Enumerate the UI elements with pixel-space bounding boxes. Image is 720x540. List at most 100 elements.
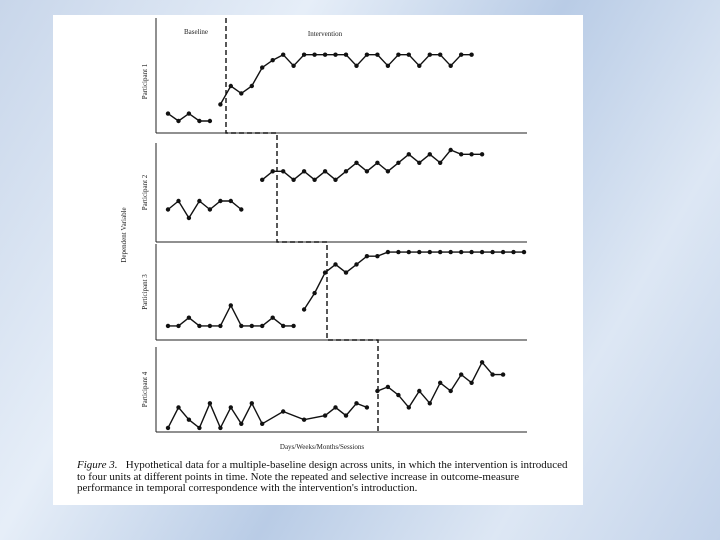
baseline-point-p1-3 — [186, 111, 192, 116]
baseline-point-p2-8 — [239, 207, 244, 212]
intervention-point-p3-9 — [385, 249, 391, 255]
intervention-point-p1-23 — [448, 63, 453, 68]
intervention-point-p2-2 — [270, 169, 275, 174]
intervention-point-p1-14 — [354, 63, 359, 68]
intervention-point-p1-6 — [270, 58, 275, 63]
baseline-point-p4-10 — [260, 421, 265, 426]
figure-panel — [53, 15, 583, 505]
intervention-point-p1-5 — [260, 65, 265, 70]
baseline-point-p3-13 — [291, 323, 296, 329]
baseline-point-p3-3 — [186, 315, 192, 320]
phase-change-line — [225, 18, 379, 432]
baseline-point-p4-1 — [165, 425, 171, 431]
series-participant-2: Participant 2 — [141, 147, 485, 221]
baseline-line-p3 — [168, 303, 294, 327]
intervention-point-p2-17 — [427, 152, 432, 157]
intervention-point-p2-7 — [322, 169, 328, 174]
intervention-point-p2-3 — [281, 169, 286, 174]
baseline-point-p4-15 — [343, 413, 349, 418]
intervention-point-p3-11 — [406, 249, 411, 255]
intervention-point-p1-19 — [406, 52, 411, 57]
phase-label-baseline: Baseline — [184, 28, 208, 36]
baseline-point-p2-4 — [197, 198, 202, 204]
intervention-point-p4-7 — [438, 380, 443, 385]
series-participant-4: Participant 4 — [141, 360, 506, 431]
intervention-point-p1-17 — [385, 63, 391, 68]
intervention-point-p2-8 — [333, 177, 338, 182]
baseline-point-p3-7 — [228, 303, 233, 308]
intervention-point-p3-6 — [354, 262, 359, 267]
intervention-point-p3-3 — [322, 270, 328, 275]
intervention-point-p2-1 — [260, 177, 265, 182]
series-layer: Participant 1 Participant 2 Participant 3 P… — [141, 52, 527, 431]
intervention-point-p3-21 — [511, 249, 516, 255]
series-participant-1: Participant 1 — [141, 52, 474, 124]
baseline-point-p4-8 — [239, 421, 244, 426]
intervention-point-p3-5 — [343, 270, 349, 275]
intervention-line-p3 — [303, 251, 524, 310]
figure-caption: Figure 3. Hypothetical data for a multip… — [77, 459, 573, 495]
intervention-point-p2-10 — [354, 160, 359, 165]
intervention-point-p1-22 — [438, 52, 443, 57]
x-axis-label: Days/Weeks/Months/Sessions — [280, 443, 364, 451]
baseline-point-p4-6 — [218, 425, 223, 431]
baseline-point-p4-9 — [249, 401, 254, 406]
intervention-point-p2-21 — [469, 152, 474, 157]
baseline-point-p4-5 — [207, 401, 213, 406]
intervention-point-p1-15 — [364, 52, 370, 57]
intervention-point-p3-18 — [479, 249, 485, 255]
intervention-point-p4-3 — [396, 392, 401, 398]
participant-label-2: Participant 2 — [141, 174, 149, 210]
intervention-point-p2-14 — [396, 160, 401, 165]
intervention-point-p1-24 — [459, 52, 464, 57]
baseline-point-p4-11 — [281, 409, 286, 414]
intervention-point-p3-14 — [438, 249, 443, 255]
baseline-point-p4-3 — [186, 417, 192, 422]
participant-label-3: Participant 3 — [141, 274, 149, 310]
baseline-point-p3-10 — [260, 323, 265, 329]
baseline-point-p4-14 — [333, 405, 338, 410]
baseline-point-p1-1 — [165, 111, 171, 116]
intervention-point-p4-2 — [385, 384, 391, 390]
baseline-point-p1-4 — [197, 118, 202, 124]
intervention-point-p1-13 — [343, 52, 349, 57]
intervention-point-p3-20 — [500, 249, 506, 255]
intervention-point-p2-9 — [343, 169, 349, 174]
intervention-point-p4-11 — [479, 360, 485, 365]
intervention-point-p3-19 — [490, 249, 495, 255]
intervention-point-p1-11 — [322, 52, 328, 57]
baseline-point-p4-16 — [354, 401, 359, 406]
intervention-point-p2-19 — [448, 147, 453, 153]
intervention-point-p2-18 — [438, 160, 443, 165]
intervention-point-p2-5 — [301, 169, 307, 174]
intervention-point-p2-13 — [385, 169, 391, 174]
intervention-point-p3-4 — [333, 262, 338, 267]
intervention-point-p3-8 — [375, 254, 380, 259]
intervention-point-p4-4 — [406, 405, 411, 410]
baseline-line-p2 — [167, 199, 242, 220]
intervention-point-p3-1 — [301, 307, 307, 312]
intervention-point-p4-6 — [427, 401, 432, 406]
baseline-point-p3-11 — [270, 315, 275, 320]
baseline-point-p3-4 — [197, 323, 202, 329]
baseline-point-p2-6 — [218, 198, 223, 204]
intervention-point-p1-2 — [228, 83, 233, 89]
baseline-point-p1-5 — [207, 118, 213, 124]
baseline-point-p3-9 — [249, 323, 254, 329]
intervention-point-p3-15 — [448, 249, 453, 255]
intervention-point-p3-2 — [312, 290, 317, 296]
baseline-point-p2-1 — [165, 207, 171, 212]
intervention-point-p4-9 — [459, 372, 464, 377]
intervention-point-p1-18 — [396, 52, 401, 57]
intervention-point-p2-11 — [364, 169, 370, 174]
caption-label: Figure 3. — [77, 459, 118, 471]
baseline-point-p4-4 — [197, 425, 202, 431]
baseline-point-p2-2 — [176, 198, 181, 204]
baseline-point-p4-12 — [301, 417, 307, 422]
intervention-line-p1 — [219, 53, 472, 105]
caption-text: Hypothetical data for a multiple-baselin… — [77, 459, 568, 494]
baseline-point-p4-13 — [322, 413, 328, 418]
baseline-point-p3-1 — [165, 323, 171, 329]
intervention-point-p2-6 — [312, 177, 317, 182]
